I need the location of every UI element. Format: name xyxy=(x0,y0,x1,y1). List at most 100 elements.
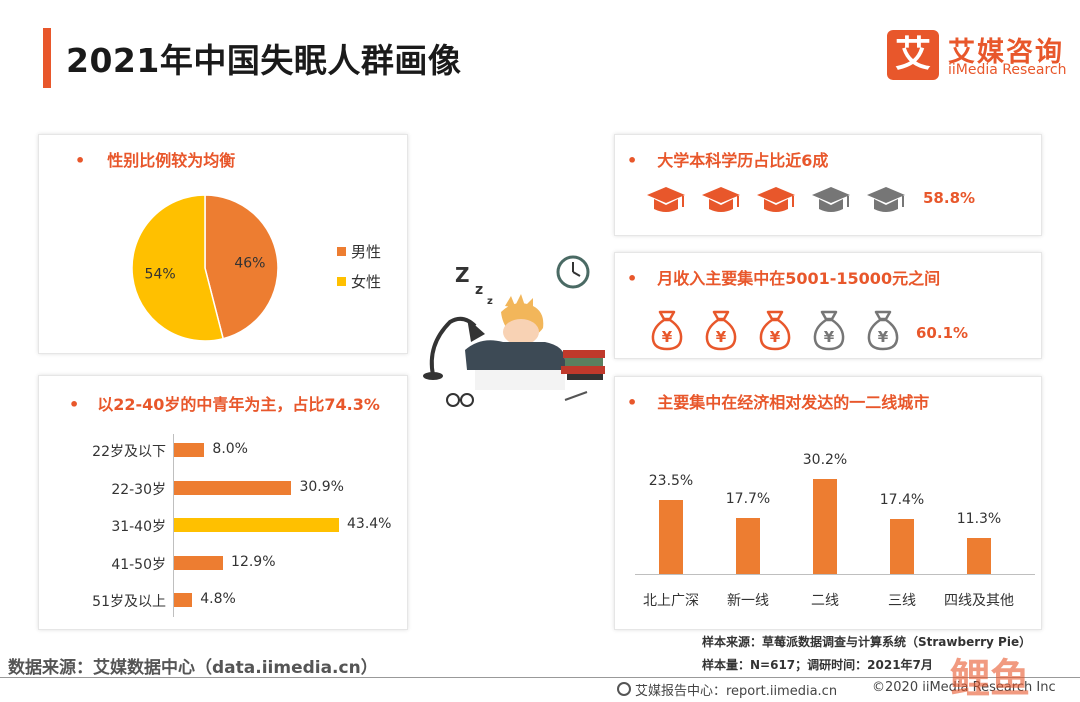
city-bar-value: 11.3% xyxy=(956,511,1002,528)
graduation-cap-icon xyxy=(812,187,850,212)
legend-swatch-male xyxy=(337,247,346,256)
income-icon-row: ¥ ¥ ¥ ¥ ¥ xyxy=(649,309,929,353)
city-bar-value: 17.4% xyxy=(879,492,925,509)
city-bar xyxy=(967,538,991,574)
pie-slice-male xyxy=(204,194,279,340)
city-bar-value: 17.7% xyxy=(725,491,771,508)
gender-title-text: 性别比例较为均衡 xyxy=(107,151,236,170)
age-bar xyxy=(174,480,292,495)
city-panel-title: • 主要集中在经济相对发达的一二线城市 xyxy=(627,389,929,413)
gender-pie-chart: 46% 54% xyxy=(131,194,279,342)
education-percent: 58.8% xyxy=(923,189,976,207)
age-bar xyxy=(174,518,339,532)
age-bar xyxy=(174,443,205,457)
globe-icon xyxy=(617,682,631,696)
svg-text:z: z xyxy=(475,282,483,298)
footer-divider xyxy=(0,677,1080,678)
city-bar-category: 二线 xyxy=(811,593,839,609)
education-icon-row xyxy=(645,183,935,219)
money-bag-icon: ¥ xyxy=(705,310,737,351)
svg-text:¥: ¥ xyxy=(878,328,889,346)
logo-name-cn: 艾媒咨询 xyxy=(948,37,1064,68)
age-bar-category: 22岁及以下 xyxy=(92,444,166,460)
graduation-cap-icon xyxy=(757,187,795,212)
age-bar-value: 12.9% xyxy=(231,553,276,570)
age-bar-value: 30.9% xyxy=(299,478,344,495)
city-bar-value: 23.5% xyxy=(648,473,694,490)
money-bag-icon: ¥ xyxy=(867,310,899,351)
age-axis-line xyxy=(173,434,174,617)
bullet: • xyxy=(627,151,638,170)
city-bar xyxy=(659,500,683,574)
svg-text:¥: ¥ xyxy=(770,328,781,346)
money-bag-icon: ¥ xyxy=(813,310,845,351)
city-bar xyxy=(813,479,837,574)
report-center: 艾媒报告中心：report.iimedia.cn xyxy=(635,680,837,699)
city-bar-category: 三线 xyxy=(888,593,916,609)
logo-name-en: iiMedia Research xyxy=(948,62,1067,78)
city-bar-category: 新一线 xyxy=(727,593,769,609)
city-panel: • 主要集中在经济相对发达的一二线城市 23.5% 北上广深 17.7% 新一线 30.2… xyxy=(614,376,1042,630)
graduation-cap-icon xyxy=(867,187,905,212)
age-bar xyxy=(174,555,224,570)
pie-slice-female xyxy=(131,194,225,342)
graduation-cap-icon xyxy=(702,187,740,212)
age-panel-title: • 以22-40岁的中青年为主，占比74.3% xyxy=(69,391,380,415)
bullet: • xyxy=(627,393,638,412)
age-bar-category: 51岁及以上 xyxy=(92,594,166,610)
bullet: • xyxy=(69,395,80,414)
income-title-text: 月收入主要集中在5001-15000元之间 xyxy=(657,269,941,288)
age-bar-category: 31-40岁 xyxy=(111,519,166,535)
income-panel-title: • 月收入主要集中在5001-15000元之间 xyxy=(627,265,940,289)
legend-label-male: 男性 xyxy=(351,243,382,261)
bullet: • xyxy=(75,151,86,170)
city-bar-category: 北上广深 xyxy=(643,593,699,609)
age-title-text: 以22-40岁的中青年为主，占比74.3% xyxy=(97,395,380,414)
pie-slice-label: 46% xyxy=(234,255,265,271)
age-bar-value: 43.4% xyxy=(347,516,392,532)
svg-text:¥: ¥ xyxy=(716,328,727,346)
pie-slice-label: 54% xyxy=(145,267,176,283)
copyright: ©2020 iiMedia Research Inc xyxy=(872,680,1056,695)
svg-text:鲤鱼: 鲤鱼 xyxy=(950,656,1030,702)
sample-source: 样本来源：草莓派数据调查与计算系统（Strawberry Pie） xyxy=(702,635,1032,649)
city-bar xyxy=(890,519,914,574)
money-bag-icon: ¥ xyxy=(651,310,683,351)
city-axis-line xyxy=(635,574,1035,575)
age-bar-category: 22-30岁 xyxy=(111,481,166,498)
gender-panel-title: • 性别比例较为均衡 xyxy=(75,147,235,171)
income-panel: • 月收入主要集中在5001-15000元之间 ¥ ¥ ¥ ¥ ¥ 60.1% xyxy=(614,252,1042,359)
graduation-cap-icon xyxy=(647,187,685,212)
sample-size: 样本量：N=617；调研时间：2021年7月 xyxy=(702,658,933,672)
education-title-text: 大学本科学历占比近6成 xyxy=(657,151,829,170)
education-panel: • 大学本科学历占比近6成 58.8% xyxy=(614,134,1042,236)
age-panel: • 以22-40岁的中青年为主，占比74.3% 22岁及以下 8.0% 22-30岁 3… xyxy=(38,375,408,630)
city-bar-chart: 23.5% 北上广深 17.7% 新一线 30.2% 二线 17.4% 三线 11.3% 四线及其… xyxy=(615,377,1043,631)
income-percent: 60.1% xyxy=(916,324,969,342)
legend-label-female: 女性 xyxy=(351,273,382,291)
report-center-text: 艾媒报告中心：report.iimedia.cn xyxy=(635,684,838,699)
logo-mark: 艾 xyxy=(887,30,939,80)
age-bar-value: 4.8% xyxy=(200,591,236,607)
page-title: 2021年中国失眠人群画像 xyxy=(66,41,462,80)
legend-swatch-female xyxy=(337,277,346,286)
title-accent-bar xyxy=(43,28,51,88)
age-bar-chart: 22岁及以下 8.0% 22-30岁 30.9% 31-40岁 43.4% 41-50岁 12… xyxy=(39,376,409,631)
age-bar-category: 41-50岁 xyxy=(111,556,166,573)
education-panel-title: • 大学本科学历占比近6成 xyxy=(627,147,828,171)
age-bar xyxy=(174,593,193,607)
bullet: • xyxy=(627,269,638,288)
city-bar xyxy=(736,518,760,574)
money-bag-icon: ¥ xyxy=(759,310,791,351)
city-bar-category: 四线及其他 xyxy=(944,593,1014,609)
city-bar-value: 30.2% xyxy=(802,452,848,468)
data-source: 数据来源：艾媒数据中心（data.iimedia.cn） xyxy=(8,658,378,678)
svg-text:¥: ¥ xyxy=(662,328,673,346)
city-title-text: 主要集中在经济相对发达的一二线城市 xyxy=(657,393,930,412)
age-bar-value: 8.0% xyxy=(212,441,248,457)
svg-text:¥: ¥ xyxy=(824,328,835,346)
svg-text:Z: Z xyxy=(455,263,470,287)
sleeping-person-illustration: Z z z xyxy=(423,255,605,407)
watermark-logo: 鲤鱼 xyxy=(950,650,1075,702)
gender-panel: • 性别比例较为均衡 46% 54% 男性 女性 xyxy=(38,134,408,354)
